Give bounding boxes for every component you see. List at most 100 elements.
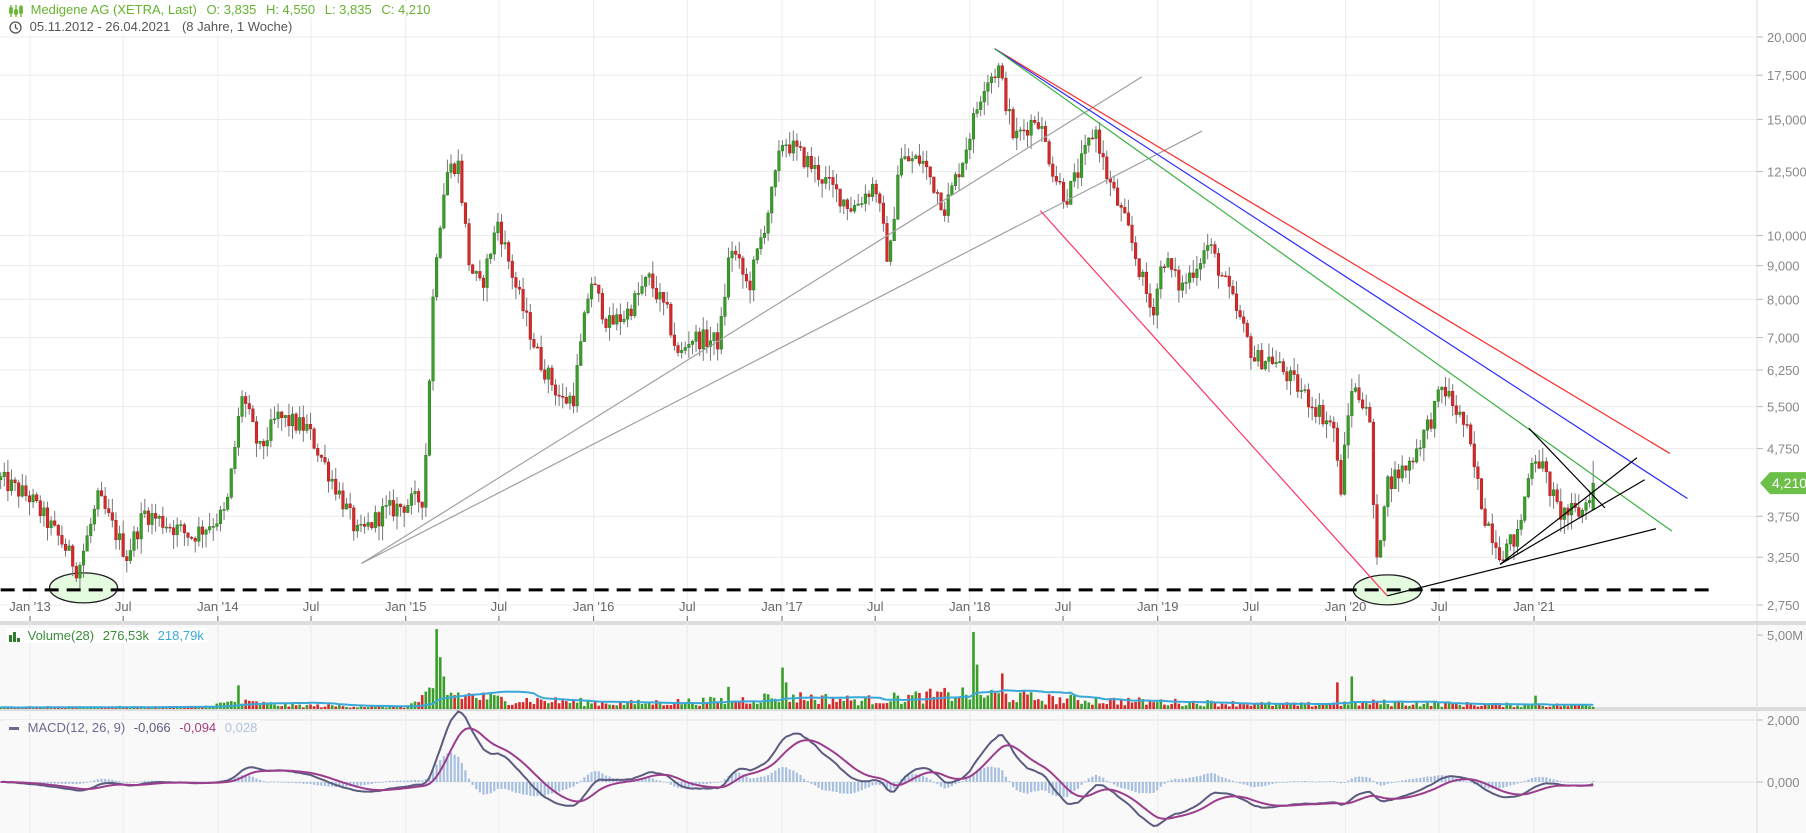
candle-down bbox=[308, 424, 313, 430]
candle-up bbox=[853, 205, 857, 212]
candle-up bbox=[1083, 144, 1087, 154]
macd-histogram-bar bbox=[1566, 782, 1570, 783]
volume-bar bbox=[647, 701, 651, 709]
volume-bar bbox=[820, 695, 824, 709]
candle-down bbox=[925, 160, 929, 168]
candle-down bbox=[420, 501, 424, 508]
candle-up bbox=[622, 318, 626, 322]
volume-bar bbox=[1573, 703, 1577, 709]
macd-histogram-bar bbox=[406, 780, 409, 782]
volume-bar bbox=[1274, 703, 1278, 709]
candle-up bbox=[1029, 120, 1033, 136]
macd-histogram-bar bbox=[781, 767, 784, 782]
candle-down bbox=[103, 495, 107, 509]
candlestick-settings-icon[interactable] bbox=[9, 4, 23, 17]
candle-down bbox=[316, 448, 320, 456]
macd-histogram-bar bbox=[403, 780, 406, 782]
macd-histogram-bar bbox=[449, 752, 453, 782]
candle-up bbox=[766, 212, 770, 234]
x-tick-label: Jan '16 bbox=[573, 599, 615, 614]
volume-bar bbox=[1159, 699, 1163, 709]
candle-up bbox=[427, 380, 431, 456]
clock-icon[interactable] bbox=[9, 21, 22, 34]
macd-histogram-bar bbox=[734, 772, 737, 782]
volume-bar bbox=[514, 703, 518, 709]
candle-up bbox=[1415, 448, 1419, 463]
volume-bar bbox=[683, 702, 687, 709]
bar-chart-icon[interactable] bbox=[9, 631, 20, 642]
volume-bar bbox=[665, 704, 669, 709]
volume-bar bbox=[374, 705, 377, 709]
price-axis: 20,000 17,500 15,000 12,500 10,000 9,000 8,000… bbox=[1757, 30, 1806, 790]
candle-up bbox=[229, 468, 233, 498]
macd-histogram-bar bbox=[990, 766, 993, 782]
volume-bar bbox=[1033, 700, 1037, 709]
candle-down bbox=[928, 166, 932, 178]
macd-histogram-bar bbox=[1512, 782, 1516, 785]
macd-histogram-bar bbox=[1458, 779, 1461, 782]
volume-bar bbox=[1418, 706, 1422, 709]
volume-bar bbox=[1127, 697, 1130, 709]
volume-bar bbox=[1397, 701, 1400, 709]
candle-up bbox=[1440, 386, 1444, 391]
macd-histogram-bar bbox=[759, 776, 762, 782]
candle-down bbox=[1371, 421, 1375, 505]
candle-up bbox=[128, 550, 132, 561]
x-axis: Jan '13 Jul Jan '14 Jul Jan '15 Jul Jan '16 Jul… bbox=[9, 599, 1555, 621]
volume-bars bbox=[0, 629, 1595, 709]
volume-bar bbox=[921, 703, 925, 709]
candle-up bbox=[92, 508, 96, 525]
candle-up bbox=[449, 163, 453, 173]
candle-down bbox=[312, 428, 316, 449]
candle-down bbox=[110, 512, 114, 521]
volume-bar bbox=[309, 704, 312, 709]
candle-down bbox=[1137, 258, 1141, 277]
macd-histogram-bar bbox=[269, 781, 272, 783]
macd-histogram-bar bbox=[374, 782, 377, 784]
volume-bar bbox=[302, 707, 305, 709]
candle-down bbox=[1191, 272, 1195, 278]
volume-bar bbox=[1130, 702, 1134, 709]
volume-bar bbox=[1357, 705, 1361, 709]
volume-bar bbox=[1332, 702, 1336, 709]
volume-bar bbox=[1246, 704, 1249, 709]
candle-up bbox=[575, 365, 579, 407]
volume-bar bbox=[1141, 699, 1145, 709]
macd-histogram-bar bbox=[986, 766, 989, 782]
volume-bar bbox=[402, 707, 406, 709]
macd-histogram-bar bbox=[666, 782, 669, 783]
volume-bar bbox=[1552, 705, 1555, 709]
candle-down bbox=[1490, 523, 1494, 543]
line-icon[interactable] bbox=[9, 727, 19, 731]
candle-down bbox=[1220, 275, 1224, 277]
volume-bar bbox=[53, 707, 57, 709]
x-tick-label: Jan '19 bbox=[1137, 599, 1179, 614]
volume-bar bbox=[1062, 703, 1065, 709]
macd-histogram-bar bbox=[107, 779, 110, 782]
volume-bar bbox=[575, 702, 579, 709]
candle-up bbox=[1018, 129, 1022, 132]
macd-histogram-bar bbox=[1588, 781, 1591, 783]
volume-bar bbox=[60, 708, 64, 709]
volume-bar bbox=[496, 695, 500, 709]
macd-histogram-bar bbox=[1246, 782, 1249, 786]
volume-bar bbox=[1202, 706, 1206, 709]
volume-bar bbox=[93, 708, 96, 709]
volume-bar bbox=[680, 704, 683, 709]
candle-down bbox=[121, 533, 125, 557]
volume-bar bbox=[438, 657, 442, 709]
volume-bar bbox=[446, 695, 449, 709]
candle-down bbox=[99, 490, 104, 497]
candle-down bbox=[13, 479, 17, 484]
candle-up bbox=[1256, 350, 1260, 362]
macd-histogram-bar bbox=[1379, 782, 1382, 786]
candle-up bbox=[1166, 258, 1170, 268]
candle-down bbox=[1033, 120, 1037, 123]
volume-bar bbox=[1483, 703, 1487, 709]
candle-up bbox=[1180, 282, 1184, 291]
macd-histogram-bar bbox=[730, 773, 734, 782]
candle-down bbox=[280, 411, 284, 418]
candle-up bbox=[345, 503, 349, 510]
candle-down bbox=[1238, 310, 1242, 318]
